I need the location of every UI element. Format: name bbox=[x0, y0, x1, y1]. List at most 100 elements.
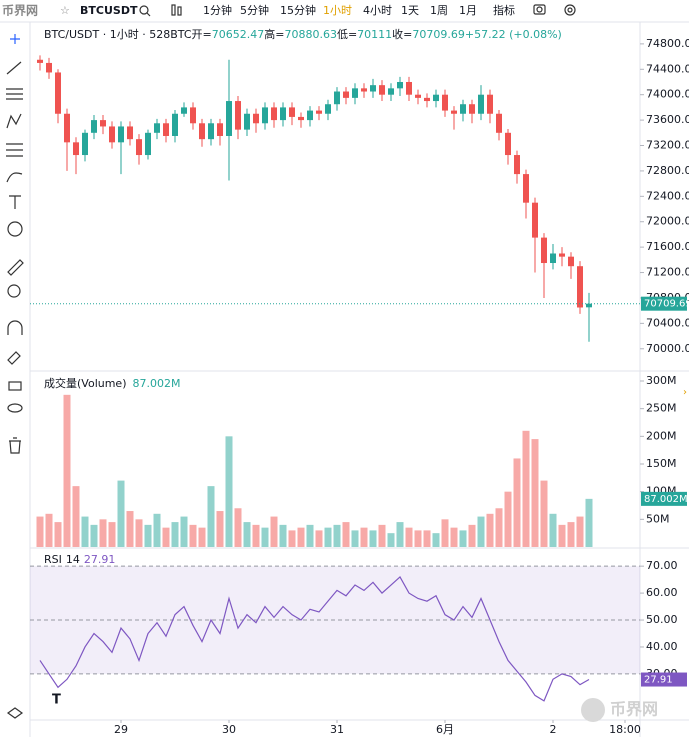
volume-bar bbox=[387, 533, 395, 547]
x-tick-label: 30 bbox=[222, 723, 236, 736]
layers-tool[interactable] bbox=[6, 707, 24, 719]
visibility-tool[interactable] bbox=[7, 403, 23, 413]
candle-body bbox=[487, 94, 493, 114]
indicators-button[interactable]: 指标 bbox=[493, 3, 515, 17]
trend-line-tool[interactable] bbox=[6, 61, 22, 75]
rsi-period: 14 bbox=[66, 553, 80, 566]
settings-icon[interactable] bbox=[564, 4, 576, 16]
candle-body bbox=[577, 266, 583, 308]
projection-tool[interactable] bbox=[6, 143, 23, 157]
y-tick-label: 74400.00 bbox=[646, 62, 689, 75]
volume-bar bbox=[432, 533, 440, 547]
volume-bar bbox=[108, 522, 116, 547]
volume-bar bbox=[423, 530, 431, 547]
candle-body bbox=[145, 132, 151, 156]
volume-bar bbox=[333, 524, 341, 547]
volume-bar bbox=[279, 524, 287, 547]
y-tick-label: 300M bbox=[646, 374, 677, 387]
candle-body bbox=[64, 113, 70, 143]
symbol[interactable]: BTCUSDT bbox=[80, 4, 138, 17]
chart-type-icon[interactable] bbox=[171, 4, 176, 16]
volume-bar bbox=[288, 530, 296, 547]
interval-button[interactable]: 1天 bbox=[401, 4, 419, 17]
delete-tool[interactable] bbox=[9, 437, 21, 454]
volume-bar bbox=[126, 511, 134, 547]
last-price-label-bg bbox=[641, 296, 687, 311]
rsi-tag: 27.91 bbox=[644, 675, 673, 686]
volume-bar bbox=[504, 491, 512, 547]
candle-body bbox=[298, 116, 304, 121]
brush-tool[interactable] bbox=[6, 172, 23, 183]
volume-bar bbox=[171, 522, 179, 547]
ruler-tool[interactable] bbox=[7, 259, 24, 276]
volume-bar bbox=[324, 527, 332, 547]
y-tick-label: 74800.00 bbox=[646, 37, 689, 50]
pattern-tool[interactable] bbox=[6, 113, 22, 129]
volume-bar bbox=[351, 530, 359, 547]
volume-bar bbox=[549, 513, 557, 547]
text-tool[interactable] bbox=[9, 195, 21, 209]
volume-bar bbox=[450, 527, 458, 547]
y-tick-label: 50.00 bbox=[646, 613, 678, 626]
candle-body bbox=[442, 94, 448, 111]
candle-body bbox=[208, 123, 214, 140]
volume-bar bbox=[414, 530, 422, 547]
volume-bar bbox=[342, 522, 350, 547]
interval-button[interactable]: 1分钟 bbox=[203, 3, 232, 17]
search-icon[interactable] bbox=[139, 5, 149, 15]
search-icon bbox=[146, 12, 151, 17]
volume-bar bbox=[81, 516, 89, 547]
interval-button[interactable]: 1月 bbox=[459, 4, 477, 17]
candle-body bbox=[343, 91, 349, 98]
volume-legend: 成交量(Volume) 87.002M bbox=[44, 376, 180, 390]
magnet-tool[interactable] bbox=[7, 320, 23, 335]
crosshair-tool[interactable] bbox=[10, 34, 20, 44]
interval-button[interactable]: 15分钟 bbox=[280, 3, 316, 17]
volume-value: 87.002M bbox=[133, 377, 181, 390]
x-tick-label: 6月 bbox=[436, 723, 454, 736]
volume-bar bbox=[225, 436, 233, 547]
candle-body bbox=[532, 202, 538, 238]
volume-bar bbox=[567, 522, 575, 547]
volume-bar bbox=[369, 530, 377, 547]
candle-body bbox=[550, 253, 556, 264]
legend-value: 70880.63 bbox=[284, 28, 337, 41]
interval-button[interactable]: 5分钟 bbox=[240, 3, 269, 17]
volume-bar bbox=[396, 522, 404, 547]
volume-bar bbox=[144, 524, 152, 547]
rsi-line bbox=[39, 575, 590, 702]
volume-bar bbox=[117, 480, 125, 547]
interval-button[interactable]: 1周 bbox=[430, 4, 448, 17]
legend-key: 开= bbox=[192, 28, 212, 41]
interval-button[interactable]: 4小时 bbox=[363, 4, 392, 17]
lock-tool[interactable] bbox=[8, 381, 22, 391]
volume-bar bbox=[180, 516, 188, 547]
favorite-icon[interactable]: ☆ bbox=[60, 4, 70, 17]
candle-body bbox=[271, 107, 277, 121]
axis-expand: › bbox=[683, 387, 687, 398]
volume-bar bbox=[522, 430, 530, 547]
candle-body bbox=[568, 256, 574, 267]
fib-tool[interactable] bbox=[6, 88, 23, 100]
volume-bar bbox=[486, 513, 494, 547]
candle-body bbox=[469, 104, 475, 114]
emoji-tool[interactable] bbox=[7, 221, 23, 237]
candle-body bbox=[46, 62, 52, 73]
interval-button[interactable]: 1小时 bbox=[323, 4, 352, 17]
candle-body bbox=[586, 303, 592, 308]
volume-bar bbox=[72, 486, 80, 547]
candle-body bbox=[190, 107, 196, 124]
candle-body bbox=[172, 113, 178, 136]
candle-body bbox=[379, 85, 385, 95]
camera-icon[interactable] bbox=[533, 4, 546, 15]
candle-body bbox=[37, 59, 43, 63]
rsi-tag-bg bbox=[641, 672, 687, 687]
volume-bar bbox=[243, 522, 251, 547]
lock-drawings-tool[interactable] bbox=[7, 351, 21, 365]
volume-bar bbox=[441, 519, 449, 547]
volume-bar bbox=[153, 513, 161, 547]
volume-bar bbox=[306, 524, 314, 547]
volume-tag-bg bbox=[641, 491, 687, 506]
zoom-tool[interactable] bbox=[7, 284, 21, 298]
